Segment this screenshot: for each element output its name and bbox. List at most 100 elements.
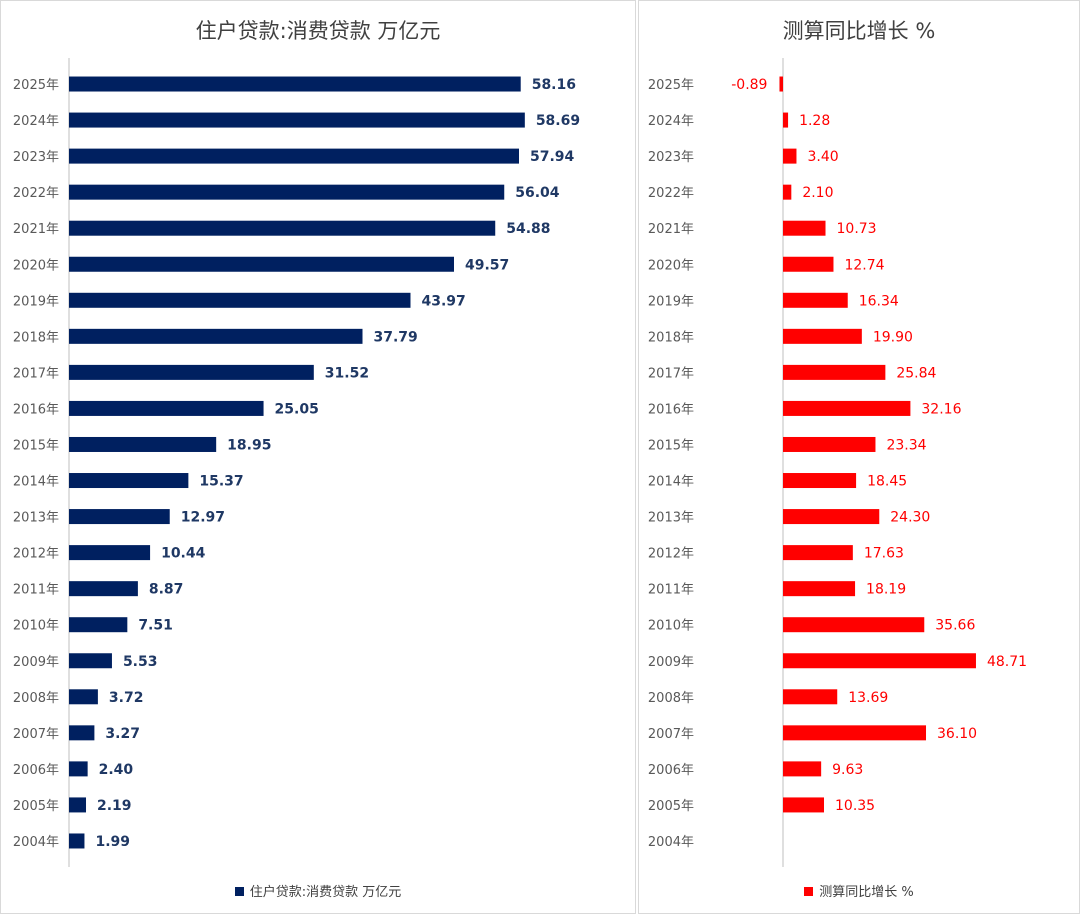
data-label: 37.79 xyxy=(374,329,418,345)
bar xyxy=(783,256,834,272)
data-label: 9.63 xyxy=(832,762,863,778)
data-label: 56.04 xyxy=(515,185,560,201)
category-label: 2017年 xyxy=(648,366,694,381)
data-label: 1.99 xyxy=(95,834,130,850)
category-label: 2021年 xyxy=(648,222,694,237)
data-label: 17.63 xyxy=(864,546,904,562)
bar xyxy=(69,797,87,813)
category-label: 2012年 xyxy=(648,547,694,562)
bar xyxy=(69,364,314,380)
bar xyxy=(783,725,927,741)
data-label: 24.30 xyxy=(890,510,930,526)
bar xyxy=(69,184,505,200)
data-label: 3.27 xyxy=(105,726,140,742)
bar xyxy=(783,148,797,164)
category-label: 2025年 xyxy=(13,78,59,93)
data-label: 12.97 xyxy=(181,510,225,526)
category-label: 2011年 xyxy=(13,583,59,598)
bar xyxy=(69,220,496,236)
bar xyxy=(783,112,789,128)
bar xyxy=(783,292,848,308)
bar xyxy=(69,617,128,633)
data-label: 25.84 xyxy=(896,365,936,381)
category-label: 2019年 xyxy=(13,294,59,309)
category-label: 2022年 xyxy=(13,186,59,201)
data-label: 2.10 xyxy=(802,185,833,201)
bar xyxy=(69,653,112,669)
data-label: 7.51 xyxy=(138,618,173,634)
legend-label-right: 测算同比增长 % xyxy=(819,885,914,900)
data-label: 10.35 xyxy=(835,798,875,814)
yoy-growth-panel: 测算同比增长 % 2025年 -0.89 2024年 1.28 2023年 3.40 202… xyxy=(638,0,1080,914)
data-label: 10.44 xyxy=(161,546,206,562)
legend-label-left: 住户贷款:消费贷款 万亿元 xyxy=(249,885,402,900)
data-label: 3.40 xyxy=(807,149,838,165)
bar xyxy=(69,473,189,489)
bar xyxy=(783,400,911,416)
category-label: 2004年 xyxy=(648,835,694,850)
bar xyxy=(69,725,95,741)
data-label: 18.95 xyxy=(227,437,271,453)
data-label: 54.88 xyxy=(506,221,550,237)
bar xyxy=(69,148,520,164)
bar xyxy=(69,689,98,705)
data-label: 2.19 xyxy=(97,798,132,814)
bar xyxy=(69,256,454,272)
bar xyxy=(783,761,822,777)
category-label: 2011年 xyxy=(648,583,694,598)
bar xyxy=(69,833,85,849)
bar xyxy=(783,220,826,236)
bar xyxy=(69,400,264,416)
data-label: 1.28 xyxy=(799,113,830,129)
category-label: 2009年 xyxy=(13,655,59,670)
category-label: 2007年 xyxy=(648,727,694,742)
bar xyxy=(783,581,856,597)
category-label: 2006年 xyxy=(13,763,59,778)
data-label: 58.69 xyxy=(536,113,580,129)
category-label: 2014年 xyxy=(13,475,59,490)
category-label: 2006年 xyxy=(648,763,694,778)
bar xyxy=(779,76,783,92)
category-label: 2019年 xyxy=(648,294,694,309)
category-label: 2024年 xyxy=(13,114,59,129)
category-label: 2014年 xyxy=(648,475,694,490)
bar xyxy=(783,617,925,633)
category-label: 2023年 xyxy=(13,150,59,165)
chart-title-left: 住户贷款:消费贷款 万亿元 xyxy=(195,19,441,43)
data-label: 19.90 xyxy=(873,329,913,345)
bar xyxy=(783,509,880,525)
data-label: 25.05 xyxy=(275,401,319,417)
bar xyxy=(783,473,857,489)
category-label: 2018年 xyxy=(648,330,694,345)
category-label: 2023年 xyxy=(648,150,694,165)
legend-swatch-right xyxy=(804,887,814,896)
bar xyxy=(69,436,217,452)
category-label: 2009年 xyxy=(648,655,694,670)
bar xyxy=(69,761,88,777)
category-label: 2012年 xyxy=(13,547,59,562)
data-label: 32.16 xyxy=(921,401,961,417)
bar xyxy=(783,184,792,200)
data-label: 18.45 xyxy=(867,474,907,490)
category-label: 2020年 xyxy=(13,258,59,273)
data-label: 43.97 xyxy=(422,293,466,309)
bar xyxy=(783,436,876,452)
category-label: 2008年 xyxy=(648,691,694,706)
bar xyxy=(783,545,853,561)
bar xyxy=(783,797,825,813)
category-label: 2020年 xyxy=(648,258,694,273)
category-label: 2005年 xyxy=(648,799,694,814)
data-label: 10.73 xyxy=(837,221,877,237)
category-label: 2008年 xyxy=(13,691,59,706)
data-label: 48.71 xyxy=(987,654,1027,670)
data-label: 12.74 xyxy=(844,257,884,273)
data-label: -0.89 xyxy=(731,77,767,93)
bar xyxy=(69,76,521,92)
bar xyxy=(783,689,838,705)
data-label: 3.72 xyxy=(109,690,144,706)
category-label: 2010年 xyxy=(648,619,694,634)
category-label: 2010年 xyxy=(13,619,59,634)
bar xyxy=(69,112,525,128)
bar xyxy=(783,328,862,344)
bar xyxy=(69,292,411,308)
